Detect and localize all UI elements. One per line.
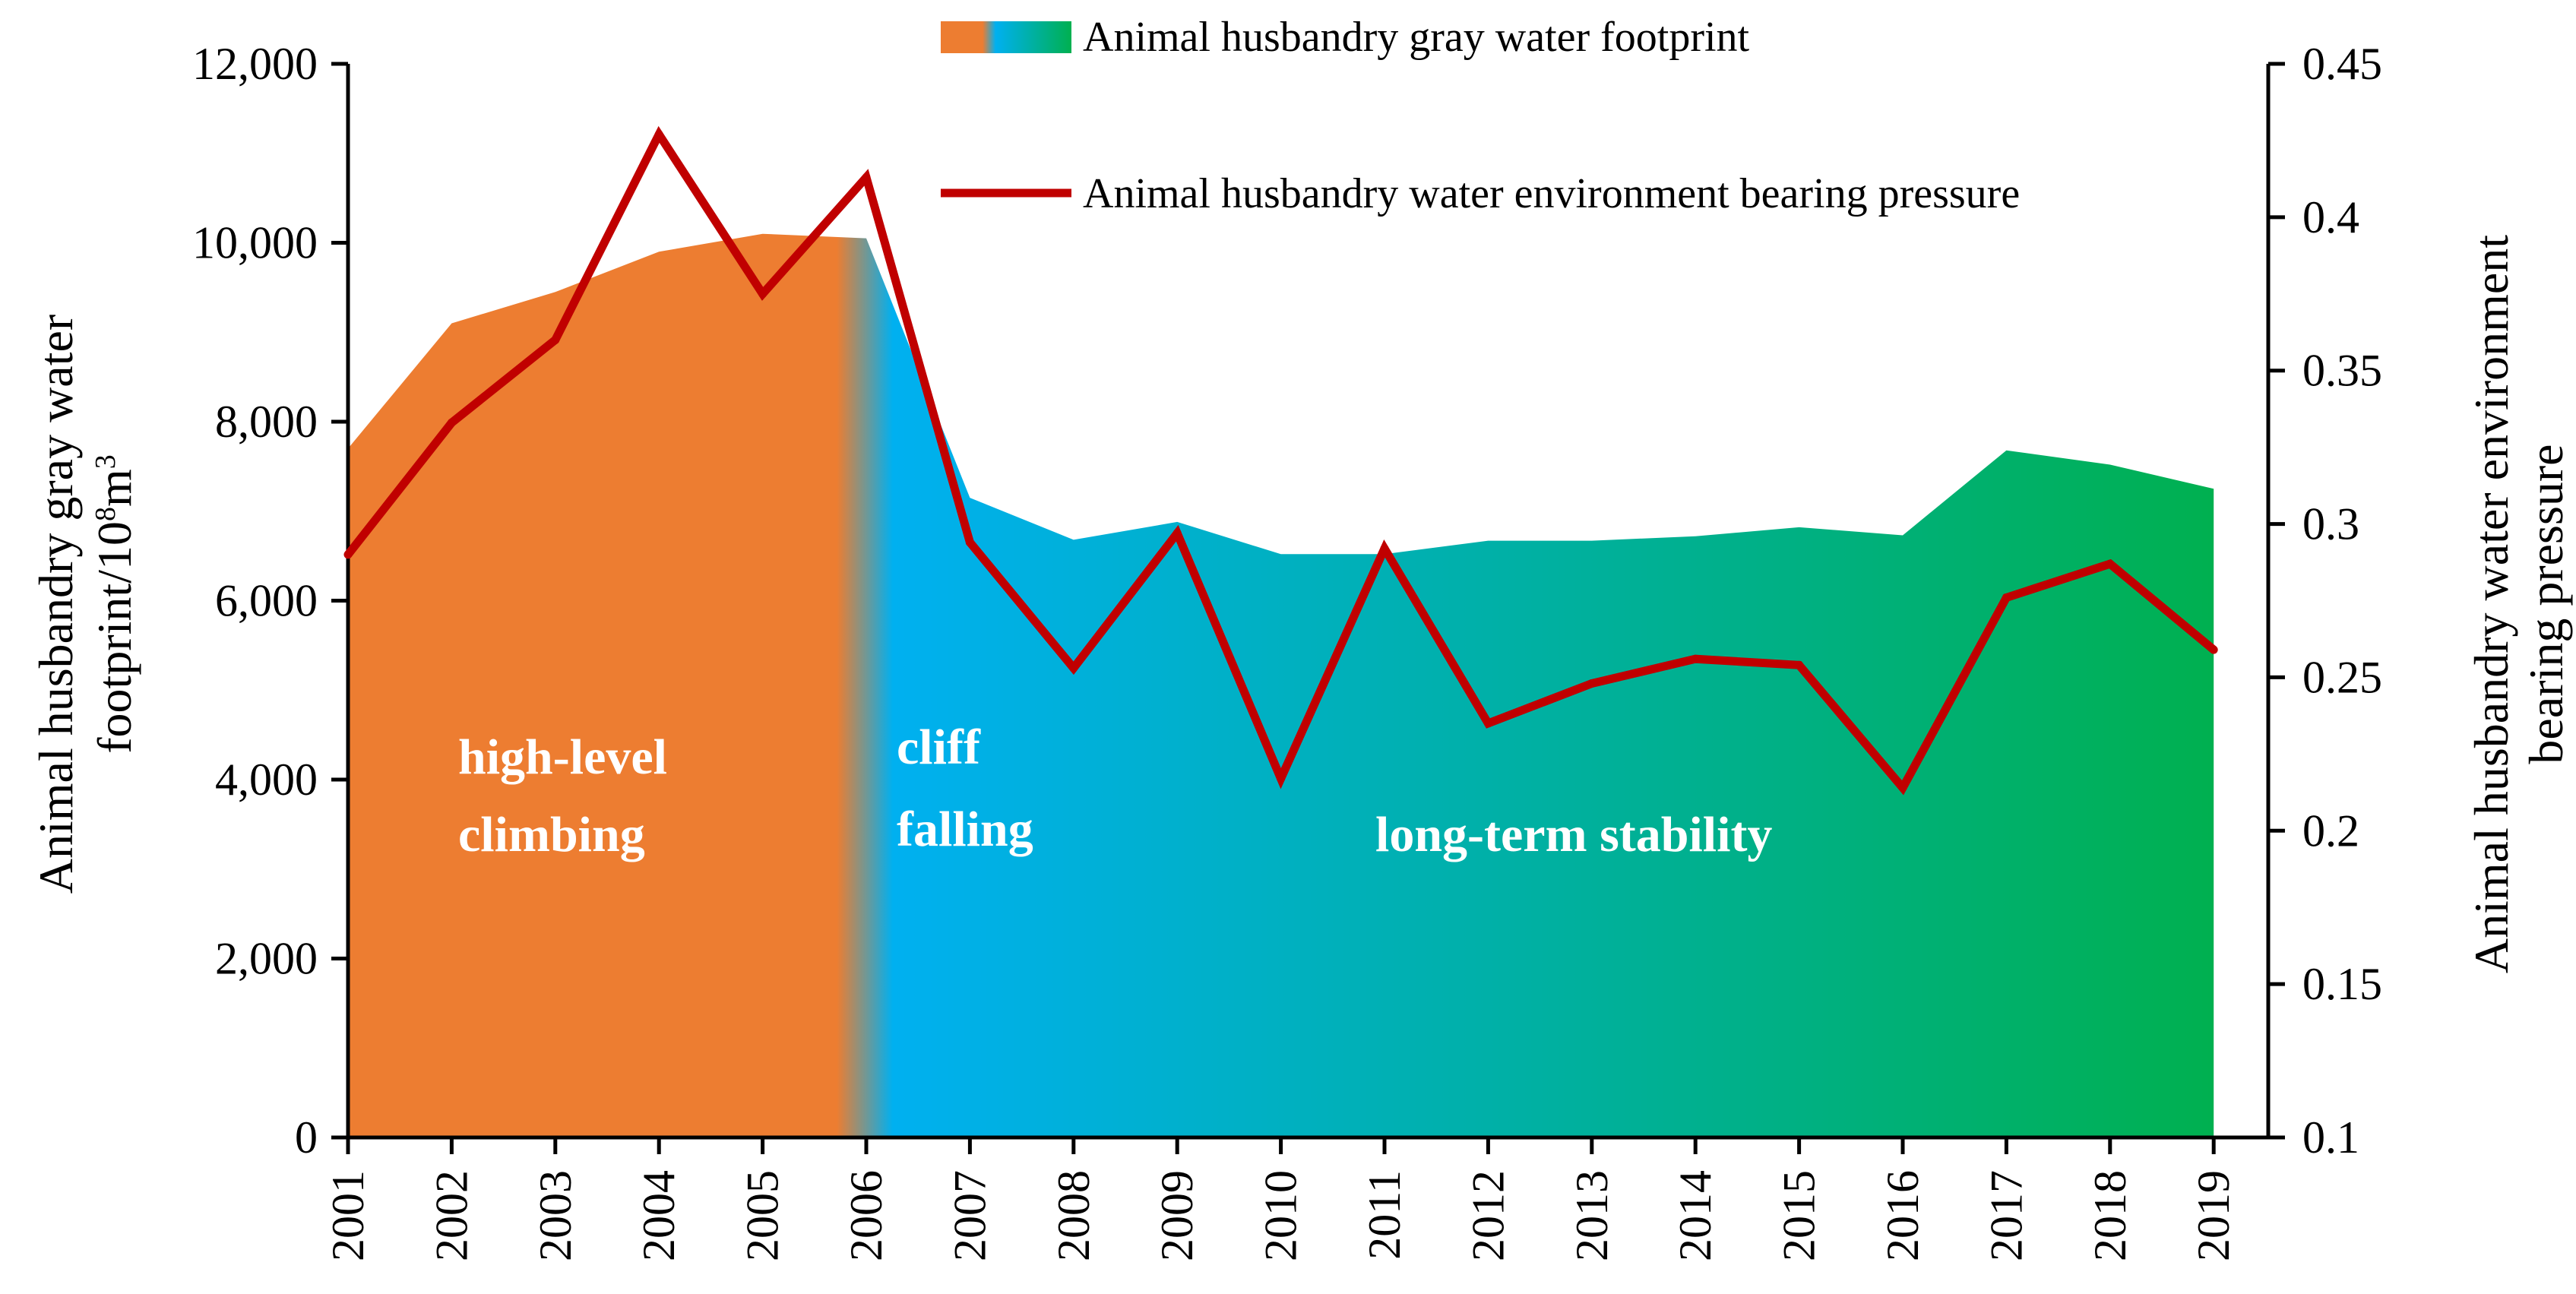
left-axis-title-line1: Animal husbandry gray water <box>29 315 83 894</box>
x-tick-label-2007: 2007 <box>945 1170 995 1261</box>
pressure-point-2004 <box>654 130 663 139</box>
pressure-point-2009 <box>1172 529 1182 538</box>
phase-label-1-line1: high-level <box>458 729 667 785</box>
right-tick-label-3: 0.25 <box>2302 652 2382 702</box>
left-tick-label-3: 6,000 <box>215 576 318 626</box>
pressure-point-2003 <box>551 335 560 344</box>
phase-label-2-line2: falling <box>897 802 1033 857</box>
left-axis-ticks: 0 2,000 4,000 6,000 8,000 10,000 12,000 <box>192 39 348 1163</box>
legend-line-label: Animal husbandry water environment beari… <box>1083 170 2020 217</box>
x-tick-label-2019: 2019 <box>2188 1170 2239 1261</box>
pressure-point-2010 <box>1277 774 1286 783</box>
x-tick-label-2018: 2018 <box>2085 1170 2135 1261</box>
pressure-point-2017 <box>2002 593 2011 602</box>
right-tick-label-4: 0.3 <box>2302 499 2359 549</box>
left-tick-label-4: 8,000 <box>215 397 318 447</box>
x-tick-label-2014: 2014 <box>1670 1170 1720 1261</box>
phase-label-1-line2: climbing <box>458 807 645 862</box>
pressure-point-2012 <box>1483 719 1492 728</box>
x-tick-label-2011: 2011 <box>1359 1170 1410 1260</box>
right-tick-label-5: 0.35 <box>2302 346 2382 396</box>
pressure-point-2002 <box>447 418 456 427</box>
legend-area-swatch <box>941 21 1071 53</box>
pressure-point-2011 <box>1380 544 1389 553</box>
pressure-point-2014 <box>1691 654 1700 663</box>
x-tick-label-2010: 2010 <box>1256 1170 1306 1261</box>
pressure-point-2015 <box>1795 660 1804 669</box>
x-tick-label-2012: 2012 <box>1463 1170 1513 1261</box>
x-tick-label-2015: 2015 <box>1774 1170 1824 1261</box>
x-tick-label-2001: 2001 <box>323 1170 373 1261</box>
left-axis-title-line2: footprint/108m3 <box>87 454 141 754</box>
pressure-point-2018 <box>2106 559 2115 568</box>
right-axis-title-line2: bearing pressure <box>2519 444 2573 764</box>
left-tick-label-6: 12,000 <box>192 39 318 89</box>
right-tick-label-6: 0.4 <box>2302 192 2359 242</box>
x-tick-label-2004: 2004 <box>634 1170 684 1261</box>
right-axis-title-line1: Animal husbandry water environment <box>2464 235 2518 973</box>
x-tick-label-2017: 2017 <box>1981 1170 2031 1261</box>
x-tick-label-2005: 2005 <box>738 1170 788 1261</box>
x-tick-label-2009: 2009 <box>1152 1170 1202 1261</box>
legend-area-label: Animal husbandry gray water footprint <box>1083 14 1750 61</box>
x-tick-label-2008: 2008 <box>1049 1170 1099 1261</box>
pressure-point-2005 <box>758 289 767 299</box>
left-tick-label-0: 0 <box>295 1112 318 1163</box>
x-tick-label-2006: 2006 <box>841 1170 891 1261</box>
left-tick-label-5: 10,000 <box>192 218 318 268</box>
right-tick-label-2: 0.2 <box>2302 805 2359 856</box>
x-tick-label-2003: 2003 <box>530 1170 581 1261</box>
pressure-point-2006 <box>862 172 871 182</box>
x-tick-label-2002: 2002 <box>426 1170 476 1261</box>
x-tick-label-2013: 2013 <box>1567 1170 1617 1261</box>
phase-label-3-line1: long-term stability <box>1375 807 1772 862</box>
left-tick-label-1: 2,000 <box>215 934 318 984</box>
gray-water-footprint-area <box>348 233 2214 1138</box>
right-tick-label-1: 0.15 <box>2302 959 2382 1009</box>
right-tick-label-0: 0.1 <box>2302 1112 2359 1163</box>
right-axis-ticks: 0.1 0.15 0.2 0.25 0.3 0.35 0.4 0.45 <box>2268 39 2382 1163</box>
pressure-point-2016 <box>1898 783 1907 793</box>
left-tick-label-2: 4,000 <box>215 755 318 805</box>
x-tick-label-2016: 2016 <box>1878 1170 1928 1261</box>
pressure-point-2013 <box>1587 679 1597 688</box>
right-tick-label-7: 0.45 <box>2302 39 2382 89</box>
phase-label-2-line1: cliff <box>897 720 981 775</box>
pressure-point-2008 <box>1069 663 1078 672</box>
pressure-point-2007 <box>965 538 974 547</box>
pressure-point-2019 <box>2209 645 2218 654</box>
x-axis-ticks: 2001 2002 2003 2004 2005 2006 2007 2008 2009 2010… <box>323 1137 2239 1261</box>
bearing-pressure-points <box>343 130 2218 793</box>
pressure-point-2001 <box>343 550 353 559</box>
